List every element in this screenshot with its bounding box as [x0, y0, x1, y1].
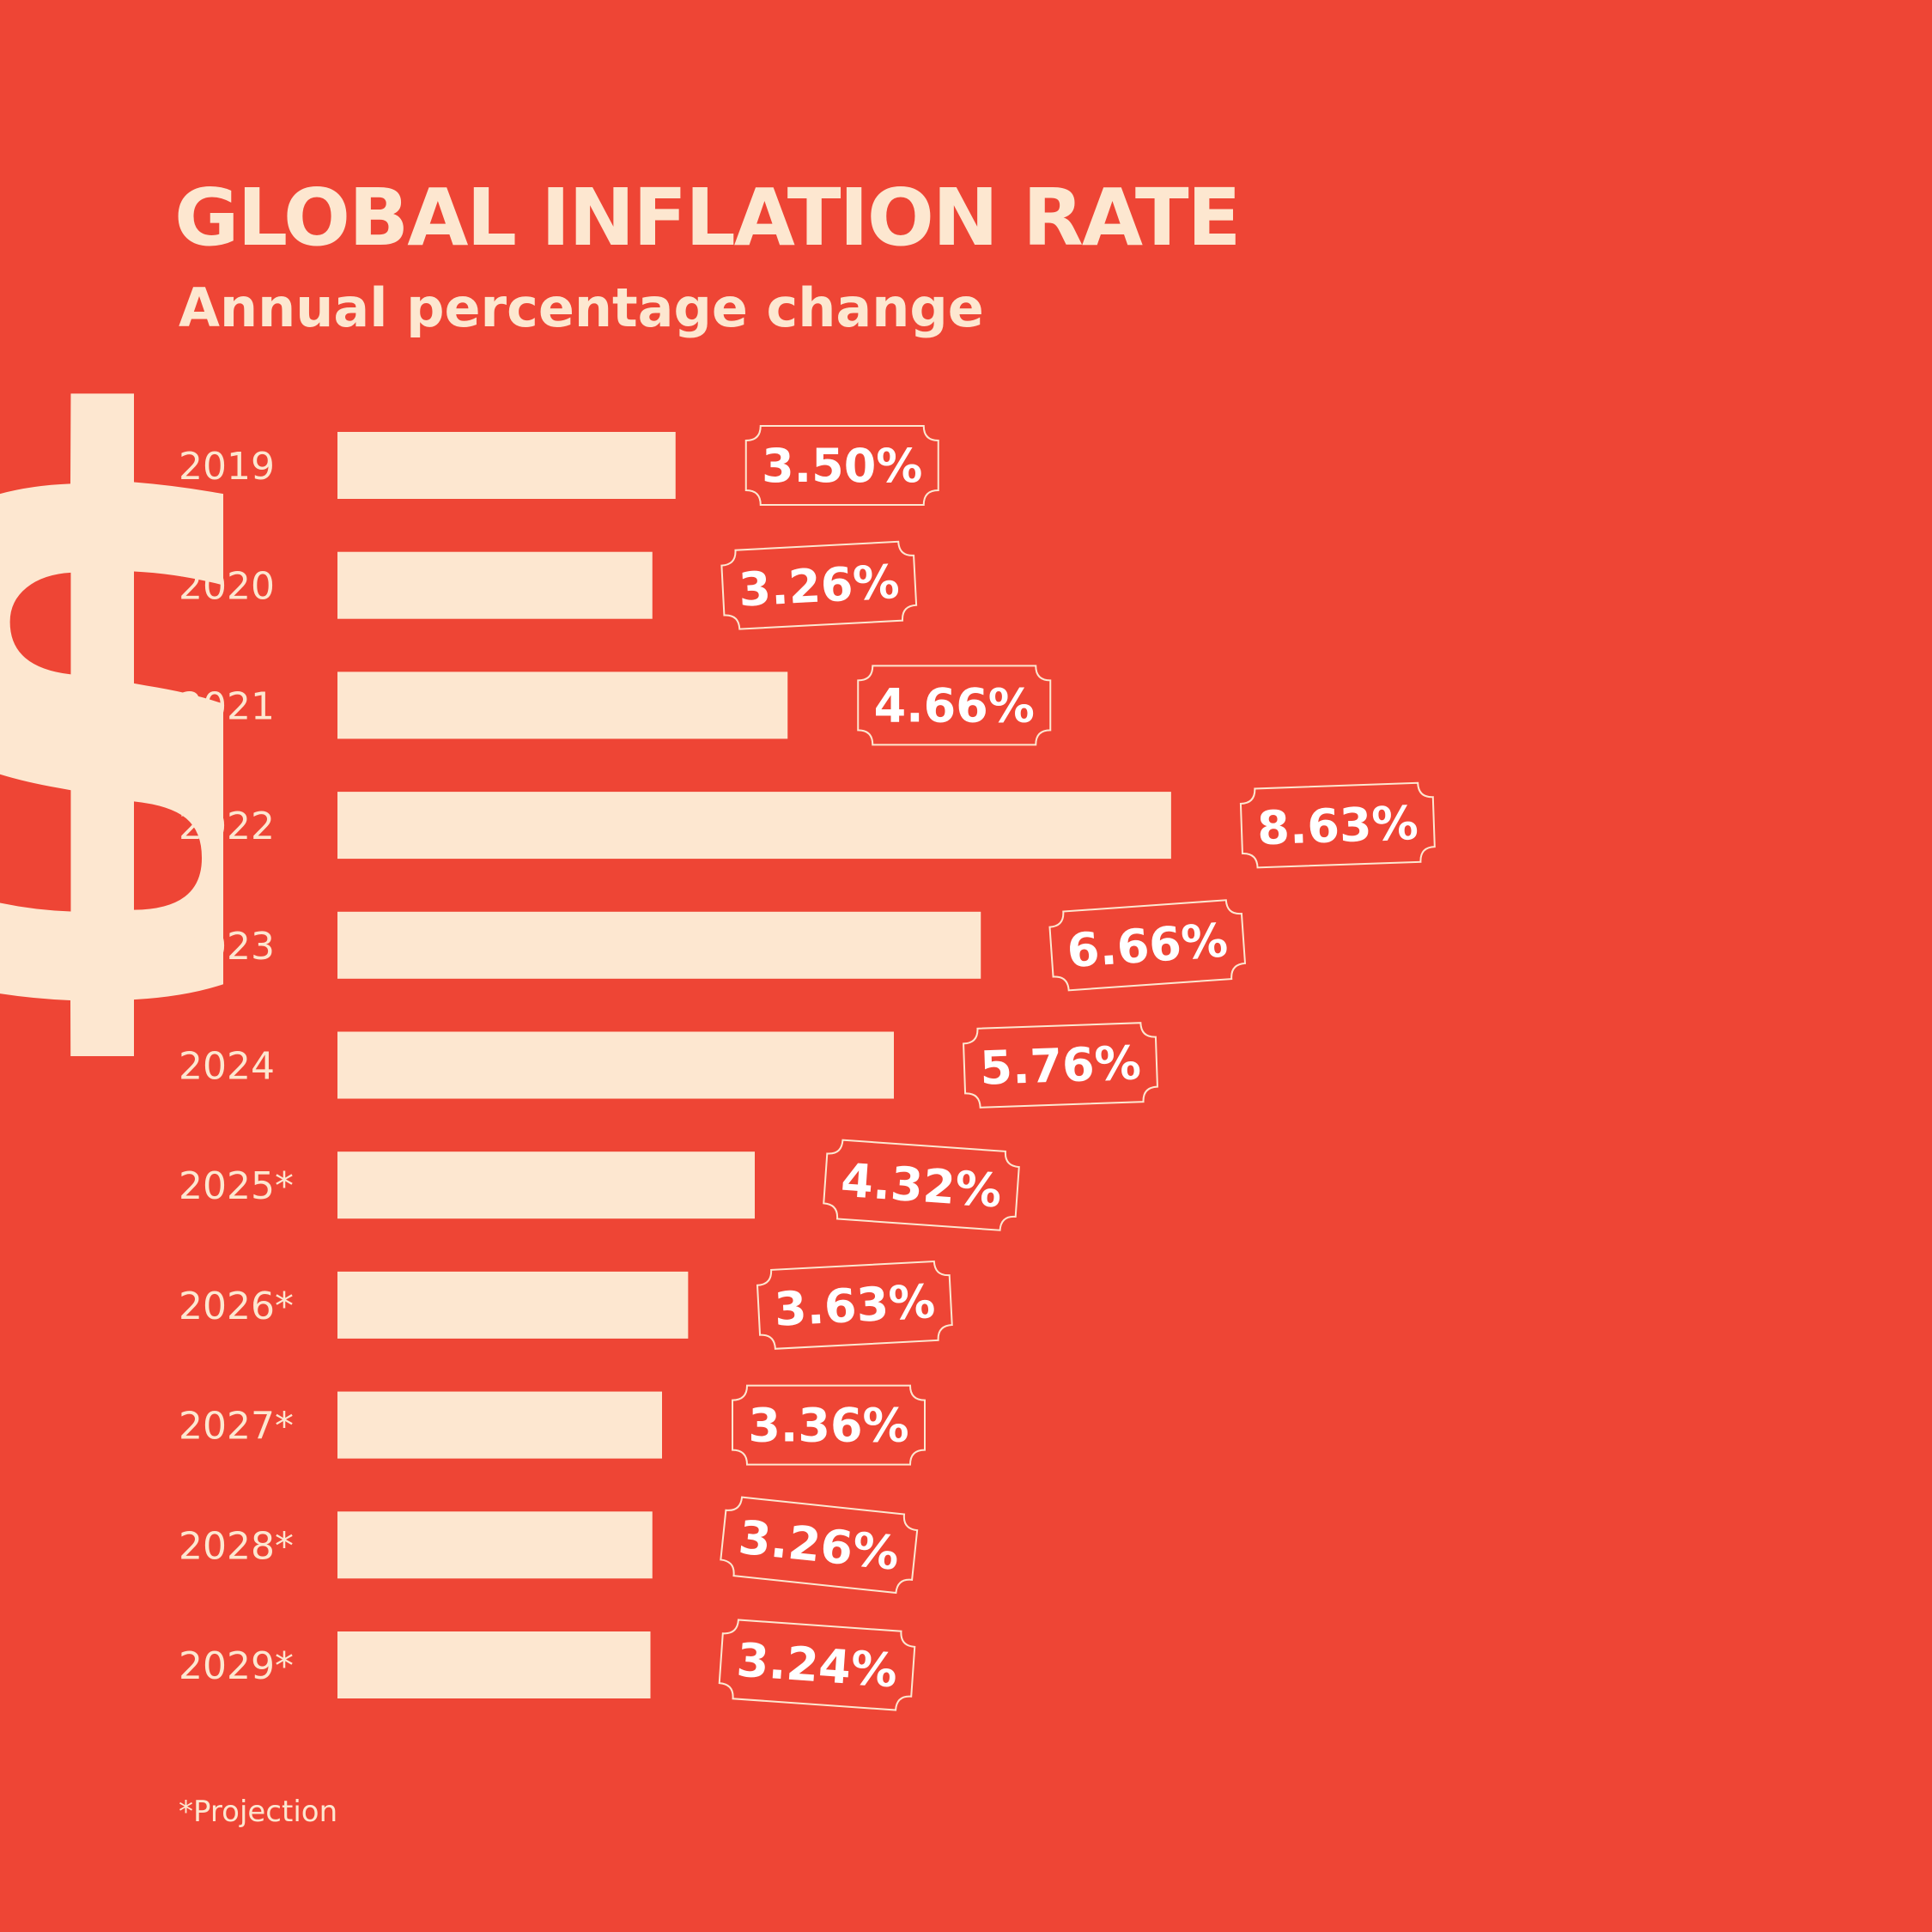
value-label: 3.36%: [748, 1399, 908, 1453]
value-tag: 8.63%: [1239, 781, 1436, 869]
bar: [337, 911, 981, 979]
category-label: 2022: [179, 805, 275, 848]
bar: [337, 1031, 894, 1099]
value-tag: 3.50%: [744, 425, 939, 506]
value-tag-outline: [823, 1139, 1020, 1231]
value-tag: 6.66%: [1048, 899, 1247, 992]
value-tag-outline: [857, 665, 1052, 746]
value-tag-outline: [718, 1619, 916, 1711]
bar: [337, 1271, 689, 1339]
value-label: 3.26%: [736, 1510, 902, 1581]
category-label: 2020: [179, 565, 275, 609]
bar: [337, 1391, 662, 1459]
value-tag: 3.36%: [732, 1384, 926, 1466]
bar: [337, 1631, 651, 1698]
category-label: 2023: [179, 925, 275, 969]
category-label: 2024: [179, 1045, 275, 1089]
category-label: 2021: [179, 684, 275, 728]
bar: [337, 1151, 755, 1219]
category-label: 2019: [179, 445, 275, 489]
bar: [337, 792, 1171, 860]
bar: [337, 551, 653, 619]
value-tag-outline: [744, 425, 939, 506]
value-tag: 3.24%: [718, 1619, 916, 1711]
value-tag-outline: [1048, 899, 1247, 992]
value-tag-outline: [963, 1022, 1158, 1109]
value-label: 6.66%: [1066, 913, 1230, 978]
value-tag: 4.66%: [857, 665, 1052, 746]
category-label: 2026*: [179, 1285, 294, 1328]
bar: [337, 432, 676, 499]
value-tag: 3.26%: [720, 540, 918, 630]
category-label: 2027*: [179, 1405, 294, 1449]
value-label: 4.66%: [874, 678, 1035, 732]
dollar-glyph: $: [0, 369, 223, 1056]
value-label: 3.24%: [735, 1633, 899, 1698]
category-label: 2029*: [179, 1644, 294, 1688]
value-tag-outline: [756, 1260, 953, 1350]
value-tag: 4.32%: [823, 1139, 1020, 1231]
value-label: 8.63%: [1256, 796, 1419, 855]
bar: [337, 671, 788, 739]
value-label: 4.32%: [839, 1153, 1003, 1218]
value-label: 5.76%: [979, 1036, 1141, 1095]
value-tag-outline: [720, 1496, 919, 1595]
category-label: 2028*: [179, 1524, 294, 1568]
value-tag-outline: [1239, 781, 1436, 869]
chart-subtitle: Annual percentage change: [179, 276, 984, 339]
bar: [337, 1511, 653, 1579]
value-tag-outline: [732, 1384, 926, 1466]
value-label: 3.26%: [738, 555, 901, 617]
value-tag: 3.26%: [720, 1496, 919, 1595]
value-label: 3.63%: [773, 1274, 936, 1337]
projection-footnote: *Projection: [179, 1795, 338, 1829]
value-tag-outline: [720, 540, 918, 630]
value-tag: 3.63%: [756, 1260, 953, 1350]
category-label: 2025*: [179, 1164, 294, 1208]
value-tag: 5.76%: [963, 1022, 1158, 1109]
chart-title: GLOBAL INFLATION RATE: [174, 172, 1242, 264]
dollar-sign-icon: $: [0, 369, 223, 1056]
value-label: 3.50%: [762, 439, 922, 493]
